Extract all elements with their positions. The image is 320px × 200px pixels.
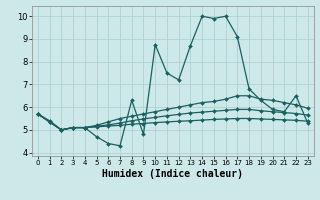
X-axis label: Humidex (Indice chaleur): Humidex (Indice chaleur): [102, 169, 243, 179]
